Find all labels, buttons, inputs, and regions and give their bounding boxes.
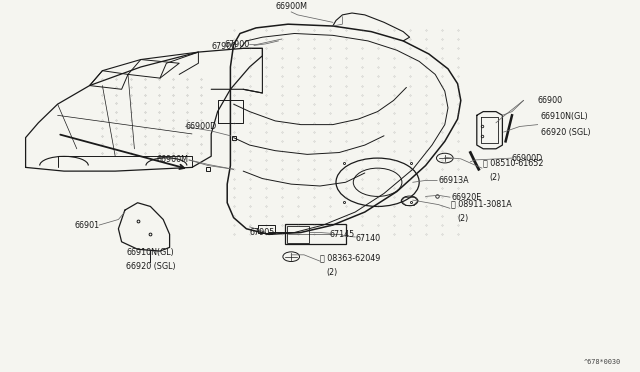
Text: 66900D: 66900D	[186, 122, 217, 131]
Text: 66900M: 66900M	[275, 2, 307, 11]
Text: Ⓝ 08911-3081A: Ⓝ 08911-3081A	[451, 199, 512, 208]
Text: (2): (2)	[490, 173, 501, 182]
Text: 66920 (SGL): 66920 (SGL)	[541, 128, 591, 137]
Bar	[285, 224, 346, 244]
Text: ^678*0030: ^678*0030	[584, 359, 621, 365]
Text: 67900: 67900	[225, 40, 250, 49]
Text: 66900M: 66900M	[157, 155, 189, 164]
Text: Ⓢ 08510-61652: Ⓢ 08510-61652	[483, 158, 544, 167]
Text: 66910N(GL): 66910N(GL)	[541, 112, 589, 121]
Text: 66900: 66900	[538, 96, 563, 105]
Text: 67905: 67905	[250, 228, 275, 237]
Text: 66900D: 66900D	[512, 154, 543, 163]
Text: 66913A: 66913A	[438, 176, 469, 185]
Text: (2): (2)	[458, 214, 469, 223]
Text: 67900: 67900	[212, 42, 237, 51]
Text: 66901: 66901	[74, 221, 99, 230]
Text: (2): (2)	[326, 268, 338, 277]
Text: 67145: 67145	[330, 230, 355, 239]
Bar	[287, 226, 309, 243]
Text: 66920 (SGL): 66920 (SGL)	[125, 262, 175, 271]
Text: Ⓢ 08363-62049: Ⓢ 08363-62049	[320, 253, 380, 262]
Text: 67140: 67140	[355, 234, 380, 243]
Text: 66920E: 66920E	[451, 193, 481, 202]
Text: 66910N(GL): 66910N(GL)	[127, 248, 174, 257]
